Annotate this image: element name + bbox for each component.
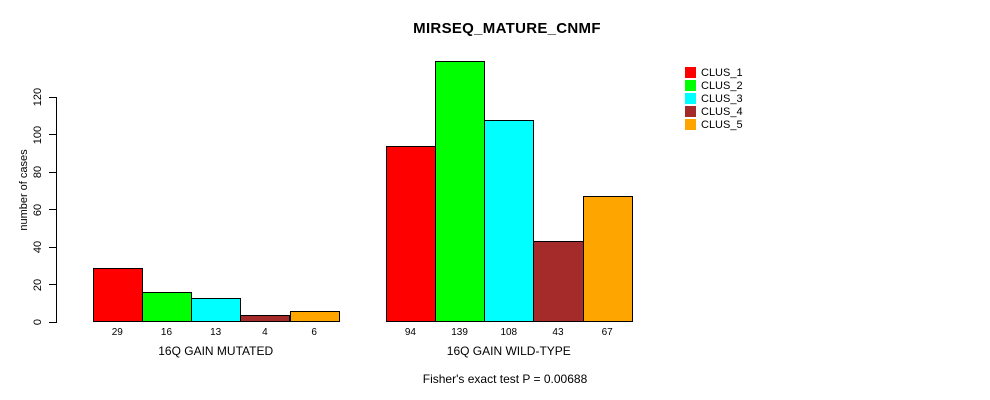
y-tick-mark xyxy=(49,134,56,135)
legend-swatch-clus-4 xyxy=(685,106,696,117)
legend-swatch-clus-2 xyxy=(685,80,696,91)
y-tick-label: 20 xyxy=(32,278,44,291)
bar-clus-5-16q-gain-wild-type xyxy=(582,196,633,322)
y-tick-label: 80 xyxy=(32,165,44,179)
y-tick-mark xyxy=(49,321,56,323)
bar-value-label: 13 xyxy=(210,327,222,338)
bar-clus-3-16q-gain-mutated xyxy=(191,297,242,322)
y-axis-label: number of cases xyxy=(18,149,30,231)
legend-label-clus-5: CLUS_5 xyxy=(701,118,743,131)
bar-clus-1-16q-gain-mutated xyxy=(92,267,143,322)
bar-value-label: 16 xyxy=(160,327,173,338)
bar-value-label: 139 xyxy=(451,327,468,338)
y-tick-label: 0 xyxy=(32,318,44,326)
chart-title: MIRSEQ_MATURE_CNMF xyxy=(413,20,601,37)
y-tick-label: 120 xyxy=(32,87,44,107)
bar-clus-5-16q-gain-mutated xyxy=(289,310,340,322)
group-label-16q-gain-wild-type: 16Q GAIN WILD-TYPE xyxy=(446,344,571,358)
legend-swatch-clus-5 xyxy=(685,119,696,130)
legend-swatch-clus-3 xyxy=(685,93,696,104)
bar-clus-1-16q-gain-wild-type xyxy=(385,145,436,322)
y-axis-line xyxy=(56,97,57,323)
bar-value-label: 29 xyxy=(111,327,123,338)
y-tick-mark xyxy=(49,96,56,98)
bar-clus-4-16q-gain-wild-type xyxy=(533,241,584,322)
bar-value-label: 6 xyxy=(311,327,317,338)
y-tick-mark xyxy=(49,246,56,248)
y-tick-label: 40 xyxy=(32,240,44,254)
y-tick-label: 60 xyxy=(32,203,44,216)
y-tick-label: 100 xyxy=(32,125,44,144)
bar-value-label: 67 xyxy=(601,327,613,338)
y-tick-mark xyxy=(49,209,56,210)
legend-label-clus-1: CLUS_1 xyxy=(701,66,743,79)
fisher-test-caption: Fisher's exact test P = 0.00688 xyxy=(422,372,588,386)
legend-swatch-clus-1 xyxy=(685,67,696,78)
y-tick-mark xyxy=(49,171,56,173)
bar-value-label: 4 xyxy=(262,327,268,338)
legend-label-clus-3: CLUS_3 xyxy=(701,92,743,105)
bar-clus-2-16q-gain-wild-type xyxy=(435,61,486,322)
legend-label-clus-4: CLUS_4 xyxy=(701,105,743,118)
bar-clus-2-16q-gain-mutated xyxy=(141,292,193,322)
y-tick-mark xyxy=(49,284,56,285)
group-label-16q-gain-mutated: 16Q GAIN MUTATED xyxy=(158,344,274,358)
bar-value-label: 94 xyxy=(404,327,416,338)
bar-clus-3-16q-gain-wild-type xyxy=(484,119,535,322)
bar-value-label: 108 xyxy=(500,327,518,338)
bar-clus-4-16q-gain-mutated xyxy=(240,314,291,322)
bar-value-label: 43 xyxy=(552,327,564,338)
legend-label-clus-2: CLUS_2 xyxy=(701,79,743,92)
